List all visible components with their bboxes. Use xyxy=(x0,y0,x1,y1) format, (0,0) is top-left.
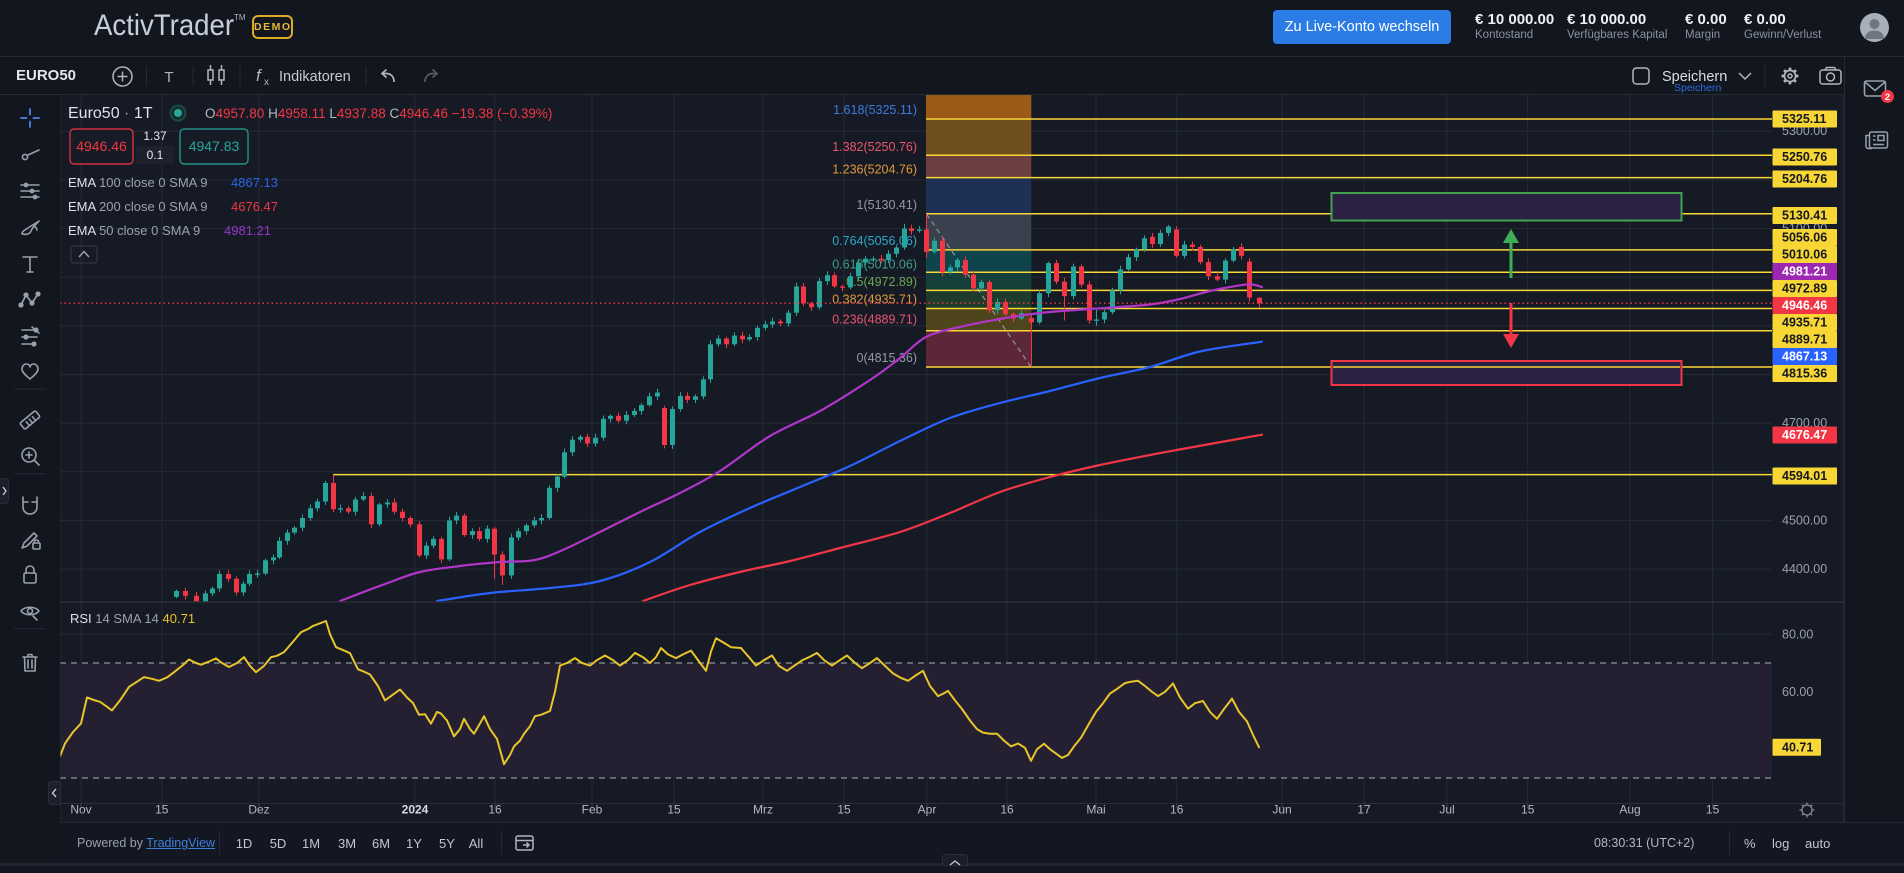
svg-text:4935.71: 4935.71 xyxy=(1782,316,1827,330)
svg-text:16: 16 xyxy=(488,803,502,817)
svg-text:4889.71: 4889.71 xyxy=(1782,333,1827,347)
svg-text:1.618(5325.11): 1.618(5325.11) xyxy=(833,103,917,117)
svg-text:f: f xyxy=(256,66,263,85)
svg-text:4594.01: 4594.01 xyxy=(1782,469,1827,483)
svg-text:0.5(4972.89): 0.5(4972.89) xyxy=(846,275,917,289)
svg-text:4947.83: 4947.83 xyxy=(189,138,240,154)
svg-text:4981.21: 4981.21 xyxy=(224,223,271,238)
svg-text:4946.46: 4946.46 xyxy=(1782,299,1827,313)
svg-text:17: 17 xyxy=(1357,803,1371,817)
svg-text:Mai: Mai xyxy=(1086,803,1105,817)
svg-text:60.00: 60.00 xyxy=(1782,685,1813,699)
svg-text:0.382(4935.71): 0.382(4935.71) xyxy=(832,293,917,307)
svg-text:Feb: Feb xyxy=(582,803,603,817)
svg-text:O4957.80 H4958.11 L4937.88: O4957.80 H4958.11 L4937.88 C4946.46 −19.… xyxy=(205,106,552,121)
svg-text:4676.47: 4676.47 xyxy=(231,199,278,214)
svg-text:16: 16 xyxy=(1000,803,1014,817)
svg-text:0.764(5056.06): 0.764(5056.06) xyxy=(832,234,917,248)
svg-text:15: 15 xyxy=(1706,803,1720,817)
svg-text:0.618(5010.06): 0.618(5010.06) xyxy=(832,258,917,272)
svg-text:2024: 2024 xyxy=(402,803,429,817)
svg-text:Speichern: Speichern xyxy=(1662,69,1727,85)
svg-text:1(5130.41): 1(5130.41) xyxy=(857,198,917,212)
svg-text:T: T xyxy=(164,69,173,86)
svg-text:4981.21: 4981.21 xyxy=(1782,265,1827,279)
svg-text:15: 15 xyxy=(155,803,169,817)
svg-text:5010.06: 5010.06 xyxy=(1782,248,1827,262)
svg-text:0(4815.36): 0(4815.36) xyxy=(857,351,917,365)
svg-text:Apr: Apr xyxy=(918,803,937,817)
svg-text:RSI 14 SMA 14 40.71: RSI 14 SMA 14 40.71 xyxy=(70,611,195,626)
svg-text:4676.47: 4676.47 xyxy=(1782,428,1827,442)
svg-text:4972.89: 4972.89 xyxy=(1782,282,1827,296)
svg-text:1.37: 1.37 xyxy=(143,129,167,143)
svg-text:1.236(5204.76): 1.236(5204.76) xyxy=(832,163,917,177)
svg-text:15: 15 xyxy=(1521,803,1535,817)
svg-text:Indikatoren: Indikatoren xyxy=(279,69,351,85)
svg-text:4815.36: 4815.36 xyxy=(1782,367,1827,381)
svg-text:40.71: 40.71 xyxy=(1782,740,1813,754)
svg-text:2: 2 xyxy=(1885,92,1890,103)
svg-text:15: 15 xyxy=(667,803,681,817)
svg-text:5325.11: 5325.11 xyxy=(1782,112,1827,126)
svg-text:4946.46: 4946.46 xyxy=(76,138,127,154)
svg-text:Nov: Nov xyxy=(70,803,91,817)
svg-text:1.382(5250.76): 1.382(5250.76) xyxy=(832,140,917,154)
svg-text:80.00: 80.00 xyxy=(1782,627,1813,641)
svg-text:4400.00: 4400.00 xyxy=(1782,562,1827,576)
svg-text:Jun: Jun xyxy=(1272,803,1291,817)
svg-text:EMA 200 close 0 SMA 9: EMA 200 close 0 SMA 9 xyxy=(68,199,207,214)
svg-text:15: 15 xyxy=(837,803,851,817)
svg-text:5204.76: 5204.76 xyxy=(1782,172,1827,186)
svg-text:4867.13: 4867.13 xyxy=(231,175,278,190)
svg-text:16: 16 xyxy=(1170,803,1184,817)
svg-text:0.236(4889.71): 0.236(4889.71) xyxy=(832,313,917,327)
svg-text:5130.41: 5130.41 xyxy=(1782,209,1827,223)
svg-text:EMA 100 close 0 SMA 9: EMA 100 close 0 SMA 9 xyxy=(68,175,207,190)
svg-text:4867.13: 4867.13 xyxy=(1782,350,1827,364)
svg-text:Jul: Jul xyxy=(1439,803,1454,817)
svg-text:0.1: 0.1 xyxy=(147,148,164,162)
svg-text:5056.06: 5056.06 xyxy=(1782,231,1827,245)
svg-text:Mrz: Mrz xyxy=(753,803,773,817)
svg-text:5300.00: 5300.00 xyxy=(1782,124,1827,138)
svg-text:EMA 50 close 0 SMA 9: EMA 50 close 0 SMA 9 xyxy=(68,223,200,238)
svg-text:Dez: Dez xyxy=(248,803,269,817)
svg-text:Aug: Aug xyxy=(1619,803,1640,817)
svg-text:Euro50 · 1T: Euro50 · 1T xyxy=(68,105,153,122)
svg-text:4500.00: 4500.00 xyxy=(1782,513,1827,527)
svg-text:x: x xyxy=(264,77,269,88)
svg-text:5250.76: 5250.76 xyxy=(1782,150,1827,164)
